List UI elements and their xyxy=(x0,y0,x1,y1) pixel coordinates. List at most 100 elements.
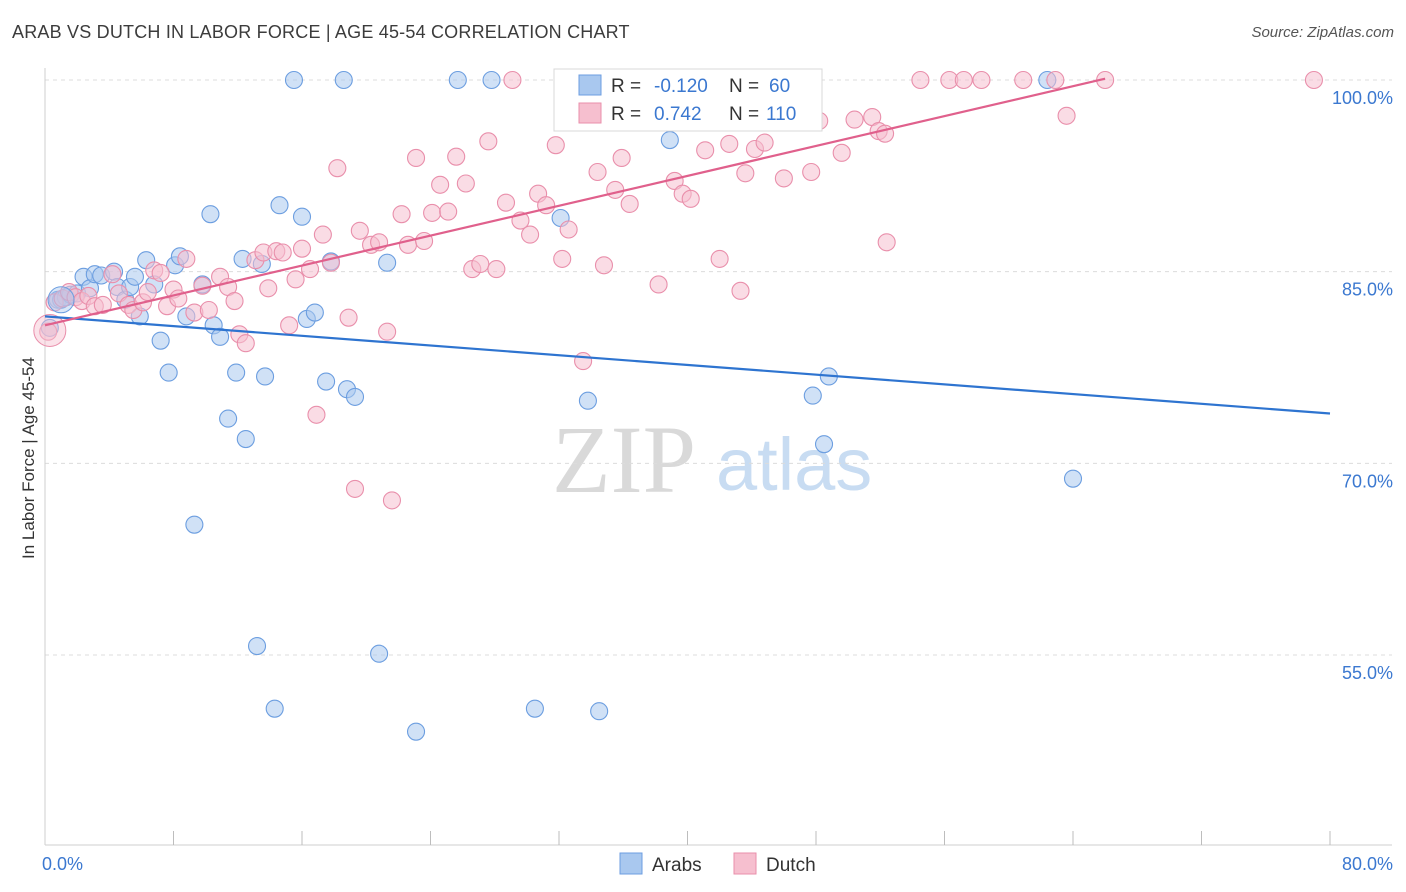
dutch-point xyxy=(273,243,292,262)
dutch-point xyxy=(93,295,112,314)
arab-point xyxy=(159,363,178,382)
axis-layer: 100.0% 85.0% 70.0% 55.0% 0.0% 80.0% xyxy=(42,68,1393,874)
arab-point xyxy=(256,367,275,386)
dutch-point xyxy=(620,194,639,213)
legend-r-label-arabs: R = xyxy=(611,76,641,97)
dutch-point xyxy=(382,491,402,510)
dutch-point xyxy=(1304,70,1323,90)
dutch-trend-line xyxy=(44,77,1106,327)
dutch-point xyxy=(546,136,565,155)
dutch-point xyxy=(496,193,516,212)
arab-point xyxy=(305,303,324,322)
dutch-point xyxy=(553,249,572,268)
dutch-point xyxy=(292,239,312,258)
arab-trend-line xyxy=(44,315,1331,415)
arab-point xyxy=(1063,469,1083,488)
bottom-legend-label-dutch: Dutch xyxy=(766,855,816,876)
dutch-point xyxy=(193,276,212,295)
dutch-point xyxy=(350,221,369,240)
dutch-point xyxy=(39,322,58,341)
arab-point xyxy=(334,70,353,90)
arab-point xyxy=(185,515,204,534)
dutch-point xyxy=(588,162,607,182)
dutch-point xyxy=(225,292,244,311)
arab-point xyxy=(247,637,267,656)
dutch-point xyxy=(328,159,347,178)
dutch-point xyxy=(954,70,973,90)
dutch-point xyxy=(845,110,864,129)
legend-swatch-dutch xyxy=(578,102,602,124)
dutch-point xyxy=(720,134,739,153)
dutch-point xyxy=(877,233,896,252)
x-tick-label: 80.0% xyxy=(1342,854,1393,874)
dutch-point xyxy=(559,220,578,239)
arab-point xyxy=(211,327,230,346)
arab-point xyxy=(227,363,246,382)
dutch-point xyxy=(236,334,255,353)
arab-point xyxy=(378,253,397,272)
dutch-point xyxy=(339,308,358,327)
bottom-legend-label-arabs: Arabs xyxy=(652,855,702,876)
watermark-zip: ZIP xyxy=(552,406,696,513)
legend-r-label-dutch: R = xyxy=(611,104,641,125)
dutch-point xyxy=(774,169,793,188)
dutch-point xyxy=(307,405,326,424)
dutch-point xyxy=(259,279,278,298)
arab-point xyxy=(125,267,144,286)
legend-r-value-arabs: -0.120 xyxy=(654,76,708,97)
arab-point xyxy=(590,702,609,721)
dutch-point xyxy=(456,174,475,193)
chart-source: Source: ZipAtlas.com xyxy=(1251,24,1394,41)
dutch-point xyxy=(345,479,365,498)
dutch-point xyxy=(503,70,522,90)
legend-box: R = -0.120 N = 60 R = 0.742 N = 110 xyxy=(553,68,823,132)
dutch-point xyxy=(1057,106,1076,125)
arab-point-cluster xyxy=(47,286,75,314)
arab-point xyxy=(345,387,365,406)
bottom-legend: Arabs Dutch xyxy=(619,852,816,876)
dutch-point xyxy=(199,300,218,320)
dutch-point xyxy=(521,225,540,244)
dutch-point xyxy=(487,260,506,279)
dutch-point xyxy=(1046,70,1065,90)
dutch-point-cluster xyxy=(33,313,67,347)
dutch-point xyxy=(378,322,397,341)
dutch-point xyxy=(574,352,593,371)
y-axis-title: In Labor Force | Age 45-54 xyxy=(19,357,38,559)
legend-r-value-dutch: 0.742 xyxy=(654,104,702,125)
arab-point xyxy=(219,409,238,428)
dutch-point xyxy=(1014,70,1033,90)
dutch-point xyxy=(138,283,157,302)
dutch-point xyxy=(406,148,426,167)
bottom-legend-swatch-arabs xyxy=(619,852,643,875)
dutch-point xyxy=(832,143,851,162)
arab-point xyxy=(236,430,255,449)
arab-point xyxy=(151,331,170,350)
arab-point xyxy=(448,70,467,90)
legend-swatch-arabs xyxy=(578,74,602,96)
arab-point xyxy=(660,131,679,150)
arab-point xyxy=(201,205,220,224)
chart-title: ARAB VS DUTCH IN LABOR FORCE | AGE 45-54… xyxy=(12,22,630,42)
dutch-point xyxy=(972,70,991,90)
dutch-point xyxy=(103,265,122,284)
dutch-point xyxy=(681,189,700,208)
y-tick-label: 55.0% xyxy=(1342,663,1393,683)
dutch-point xyxy=(696,141,715,160)
x-tick-label: 0.0% xyxy=(42,854,83,874)
arab-point xyxy=(525,699,544,718)
dutch-point xyxy=(710,249,729,268)
arab-point xyxy=(265,699,284,718)
arab-point xyxy=(803,386,822,405)
arab-point xyxy=(317,372,336,391)
bottom-legend-swatch-dutch xyxy=(733,852,757,875)
dutch-point xyxy=(423,203,442,222)
dutch-point xyxy=(447,147,466,166)
dutch-point xyxy=(911,70,930,90)
dutch-point xyxy=(755,133,774,152)
dutch-point xyxy=(177,249,196,268)
dutch-point xyxy=(280,316,299,335)
dutch-point xyxy=(594,256,614,275)
watermark-atlas: atlas xyxy=(716,423,872,506)
